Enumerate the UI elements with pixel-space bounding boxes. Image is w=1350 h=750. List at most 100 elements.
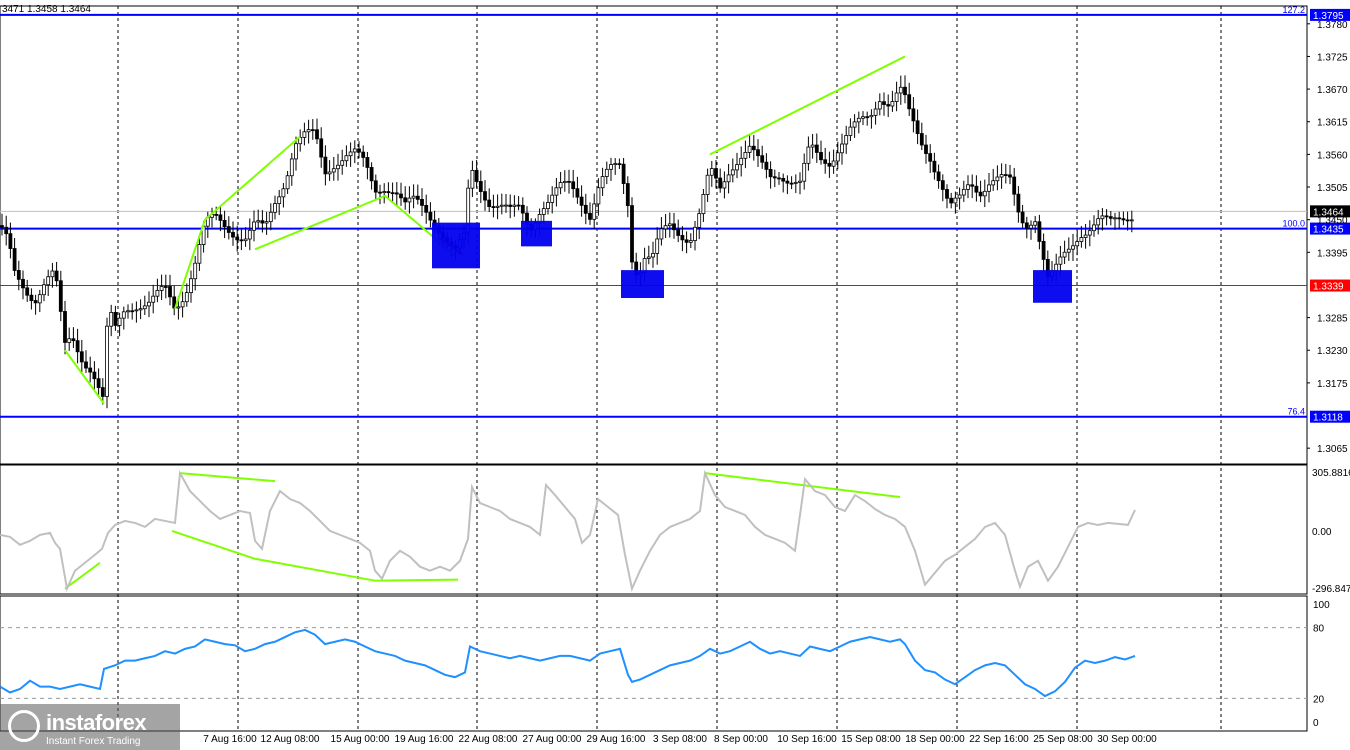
candle-body — [4, 226, 9, 235]
candle-body — [0, 225, 4, 228]
candle-body — [478, 181, 483, 193]
candle-body — [722, 181, 727, 189]
candle-body — [949, 197, 954, 204]
instaforex-watermark: instaforex Instant Forex Trading — [0, 704, 180, 750]
candle-body — [96, 378, 101, 388]
candle-body — [751, 145, 756, 151]
candle-body — [273, 203, 277, 213]
candle-body — [1062, 251, 1067, 258]
candle-body — [147, 301, 151, 307]
candle-body — [499, 204, 504, 207]
candle-body — [579, 196, 584, 206]
candle-body — [336, 164, 340, 170]
fib-76-price-text: 1.3118 — [1313, 413, 1343, 424]
candle-body — [281, 188, 286, 198]
fib-100-price-text: 1.3435 — [1313, 225, 1344, 236]
time-label: 15 Sep 08:00 — [841, 734, 901, 745]
price-trend-line-2 — [254, 194, 456, 257]
candle-body — [252, 221, 256, 231]
signal-box-1 — [521, 220, 552, 247]
candle-body — [483, 191, 487, 201]
watermark-tagline: Instant Forex Trading — [46, 736, 141, 747]
candle-body — [714, 168, 718, 179]
candle-body — [344, 155, 349, 162]
candle-body — [365, 157, 370, 168]
signal-boxes — [432, 220, 1072, 303]
candle-body — [869, 114, 874, 118]
candle-body — [105, 325, 109, 397]
time-label: 22 Sep 16:00 — [969, 734, 1029, 745]
candle-body — [810, 144, 815, 148]
candle-body — [1041, 240, 1046, 260]
candle-body — [470, 169, 475, 189]
candle-body — [197, 244, 202, 264]
candle-body — [1125, 219, 1130, 222]
candle-body — [819, 152, 823, 161]
candle-body — [75, 340, 80, 353]
candle-body — [58, 280, 63, 312]
candle-body — [369, 167, 374, 182]
candle-body — [966, 184, 970, 190]
candle-body — [226, 226, 231, 233]
candle-body — [768, 168, 773, 178]
time-label: 18 Sep 00:00 — [905, 734, 965, 745]
candle-body — [504, 204, 508, 207]
candle-body — [46, 276, 51, 286]
candle-body — [340, 160, 345, 166]
candle-body — [142, 305, 147, 310]
price-tick-label: 1.3505 — [1317, 183, 1348, 194]
candle-body — [701, 194, 706, 215]
candle-body — [8, 233, 13, 249]
candle-body — [798, 180, 802, 183]
price-tick-label: 1.3175 — [1317, 379, 1348, 390]
time-label: 7 Aug 16:00 — [203, 734, 257, 745]
candle-body — [743, 152, 748, 159]
time-label: 15 Aug 00:00 — [331, 734, 390, 745]
candle-body — [609, 164, 613, 170]
cci-trend-line-3 — [704, 472, 901, 499]
candle-body — [21, 278, 25, 289]
candle-body — [789, 182, 794, 185]
candle-body — [1100, 215, 1105, 220]
fib-100-price-tag — [1310, 222, 1350, 235]
candle-body — [672, 223, 676, 231]
candle-body — [785, 180, 790, 184]
candle-body — [168, 286, 172, 298]
time-label: 10 Sep 16:00 — [777, 734, 837, 745]
candle-body — [16, 270, 21, 280]
candle-body — [50, 270, 55, 278]
candle-body — [260, 220, 265, 224]
candle-body — [424, 204, 429, 213]
candle-body — [184, 292, 189, 303]
candle-body — [932, 160, 937, 173]
candle-body — [113, 312, 118, 326]
candle-body — [709, 168, 714, 176]
candle-body — [915, 120, 920, 134]
cci-trend-line-0 — [64, 561, 101, 590]
candle-body — [323, 156, 328, 175]
candle-body — [163, 286, 168, 288]
candle-body — [827, 163, 832, 167]
candle-body — [1003, 174, 1008, 176]
candle-body — [583, 204, 588, 214]
candle-body — [886, 104, 891, 107]
candle-body — [613, 163, 618, 166]
candle-body — [306, 129, 311, 133]
time-label: 19 Aug 16:00 — [395, 734, 454, 745]
candle-body — [982, 190, 987, 197]
time-axis: 7 Aug 16:00 12 Aug 08:00 15 Aug 00:00 19 Au… — [203, 734, 1157, 745]
candle-body — [63, 311, 67, 343]
candle-body — [310, 129, 315, 132]
candle-body — [558, 182, 563, 189]
candle-body — [33, 300, 38, 304]
candle-body — [512, 204, 517, 207]
candle-body — [663, 225, 668, 230]
price-trend-line-0 — [64, 349, 105, 405]
candle-body — [676, 229, 681, 236]
candle-body — [995, 176, 1000, 182]
candle-body — [1108, 216, 1113, 219]
time-label: 22 Aug 08:00 — [459, 734, 518, 745]
candle-body — [1066, 248, 1071, 253]
candle-body — [289, 158, 294, 177]
